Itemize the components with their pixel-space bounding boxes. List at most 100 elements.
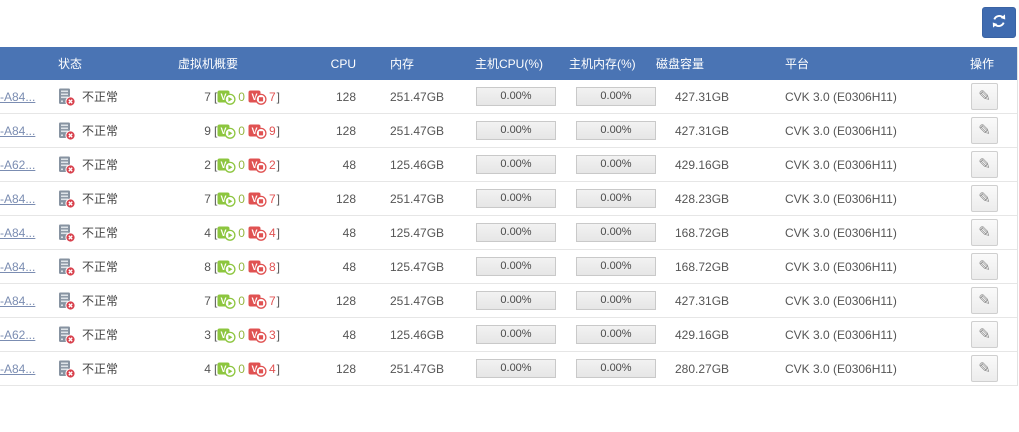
platform-value: CVK 3.0 (E0306H11) [785,293,897,308]
vm-bracket-open: [ [213,259,218,274]
vm-stopped-icon: V [248,158,267,173]
cpu-value: 48 [342,157,356,172]
cpu-value: 48 [342,225,356,240]
cpu-value: 48 [342,259,356,274]
host-name-link[interactable]: -A84... [0,89,36,104]
memory-value: 125.46GB [390,157,445,172]
header-operations: 操作 [969,57,994,71]
host-memory-usage-bar: 0.00% [576,223,656,242]
svg-text:V: V [251,160,257,170]
refresh-button[interactable] [982,7,1016,38]
memory-value: 251.47GB [390,89,445,104]
table-row: -A84... 不正常 [0,113,1017,148]
vm-total-count: 3 [204,327,211,342]
table-row: -A62... 不正常 [0,317,1017,352]
platform-value: CVK 3.0 (E0306H11) [785,123,897,138]
vm-running-icon: V [217,226,236,241]
vm-bracket-close: ] [276,361,280,376]
table-header: 状态 虚拟机概要 CPU 内存 主机CPU(%) 主机内存(%) 磁盘容量 平台… [0,47,1017,80]
host-memory-usage-bar: 0.00% [576,155,656,174]
host-cpu-usage-bar: 0.00% [476,189,556,208]
host-abnormal-icon [58,360,76,379]
host-cpu-usage-bar: 0.00% [476,121,556,140]
cpu-value: 48 [342,327,356,342]
edit-button[interactable]: ✎ [971,151,998,178]
platform-value: CVK 3.0 (E0306H11) [785,361,897,376]
vm-stopped-icon: V [248,362,267,377]
vm-running-icon: V [217,362,236,377]
host-abnormal-icon [58,190,76,209]
host-name-link[interactable]: -A84... [0,361,36,376]
status-label: 不正常 [82,192,119,206]
host-name-link[interactable]: -A84... [0,259,36,274]
edit-button[interactable]: ✎ [971,219,998,246]
vm-stopped-count: 9 [268,123,276,138]
vm-stopped-count: 7 [268,191,276,206]
vm-running-count: 0 [238,293,245,308]
cpu-value: 128 [335,191,356,206]
edit-button[interactable]: ✎ [971,253,998,280]
vm-running-icon: V [217,260,236,275]
vm-stopped-icon: V [248,90,267,105]
vm-running-icon: V [217,124,236,139]
table-row: -A84... 不正常 [0,215,1017,250]
header-name [0,47,56,80]
svg-text:V: V [251,194,257,204]
host-abnormal-icon [58,156,76,175]
pencil-icon: ✎ [978,257,991,275]
edit-button[interactable]: ✎ [971,321,998,348]
edit-button[interactable]: ✎ [971,287,998,314]
host-abnormal-icon [58,258,76,277]
svg-text:V: V [221,228,227,238]
vm-total-count: 7 [204,293,211,308]
host-name-link[interactable]: -A84... [0,191,36,206]
header-disk: 磁盘容量 [656,57,705,71]
header-status: 状态 [58,57,83,71]
host-name-link[interactable]: -A84... [0,225,36,240]
vm-bracket-close: ] [276,191,280,206]
table-row: -A84... 不正常 [0,351,1017,386]
vm-bracket-open: [ [213,89,218,104]
edit-button[interactable]: ✎ [971,117,998,144]
status-label: 不正常 [82,90,119,104]
vm-stopped-icon: V [248,294,267,309]
pencil-icon: ✎ [978,87,991,105]
svg-text:V: V [221,330,227,340]
header-platform: 平台 [785,57,810,71]
host-name-link[interactable]: -A62... [0,327,36,342]
disk-capacity-value: 429.16GB [675,157,730,172]
disk-capacity-value: 427.31GB [675,89,730,104]
svg-text:V: V [251,126,257,136]
host-cpu-usage-bar: 0.00% [476,87,556,106]
memory-value: 125.47GB [390,225,445,240]
table-row: -A62... 不正常 [0,147,1017,182]
memory-value: 251.47GB [390,293,445,308]
disk-capacity-value: 427.31GB [675,293,730,308]
pencil-icon: ✎ [978,155,991,173]
edit-button[interactable]: ✎ [971,355,998,382]
toolbar [0,0,1019,47]
vm-stopped-icon: V [248,260,267,275]
host-name-link[interactable]: -A84... [0,293,36,308]
memory-value: 125.46GB [390,327,445,342]
status-label: 不正常 [82,362,119,376]
host-abnormal-icon [58,122,76,141]
vm-bracket-close: ] [276,225,280,240]
status-label: 不正常 [82,158,119,172]
vm-bracket-close: ] [276,157,280,172]
header-cpu: CPU [330,56,356,71]
svg-text:V: V [221,92,227,102]
host-name-link[interactable]: -A62... [0,157,36,172]
platform-value: CVK 3.0 (E0306H11) [785,157,897,172]
host-name-link[interactable]: -A84... [0,123,36,138]
svg-text:V: V [221,296,227,306]
vm-total-count: 9 [204,123,211,138]
host-memory-usage-bar: 0.00% [576,291,656,310]
edit-button[interactable]: ✎ [971,83,998,110]
memory-value: 251.47GB [390,191,445,206]
platform-value: CVK 3.0 (E0306H11) [785,259,897,274]
platform-value: CVK 3.0 (E0306H11) [785,225,897,240]
memory-value: 251.47GB [390,361,445,376]
host-memory-usage-bar: 0.00% [576,257,656,276]
edit-button[interactable]: ✎ [971,185,998,212]
